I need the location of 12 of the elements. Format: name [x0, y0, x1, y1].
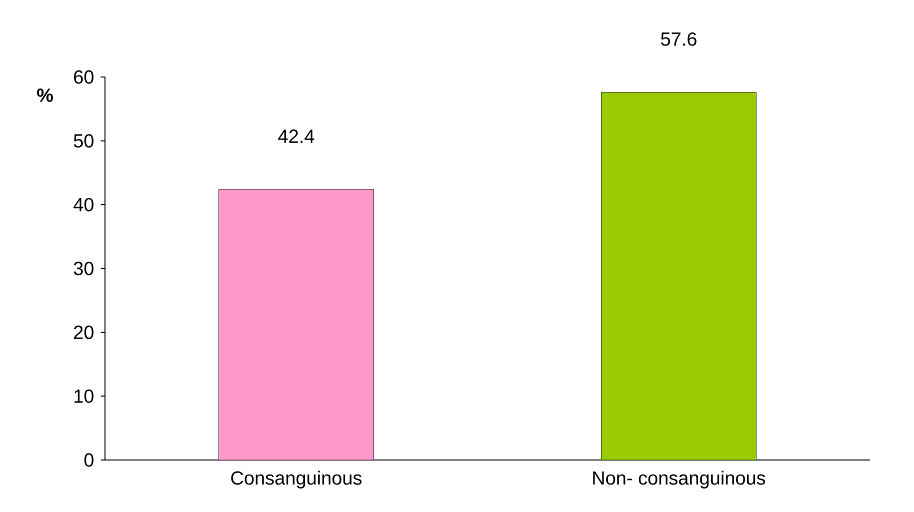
- y-tick-label: 40: [74, 198, 94, 212]
- y-tick-label: 0: [84, 453, 94, 467]
- y-tick-label: 50: [74, 134, 94, 148]
- y-tick-label: 60: [74, 70, 94, 84]
- data-label: 57.6: [661, 32, 696, 46]
- y-tick-label: 20: [74, 326, 94, 340]
- x-tick-label: Non- consanguinous: [593, 470, 766, 488]
- data-label: 42.4: [278, 130, 314, 143]
- y-axis-title: %: [37, 88, 53, 102]
- x-tick-label: Consanguinous: [231, 470, 362, 488]
- y-tick-label: 30: [74, 262, 94, 276]
- y-tick-label: 10: [74, 389, 94, 403]
